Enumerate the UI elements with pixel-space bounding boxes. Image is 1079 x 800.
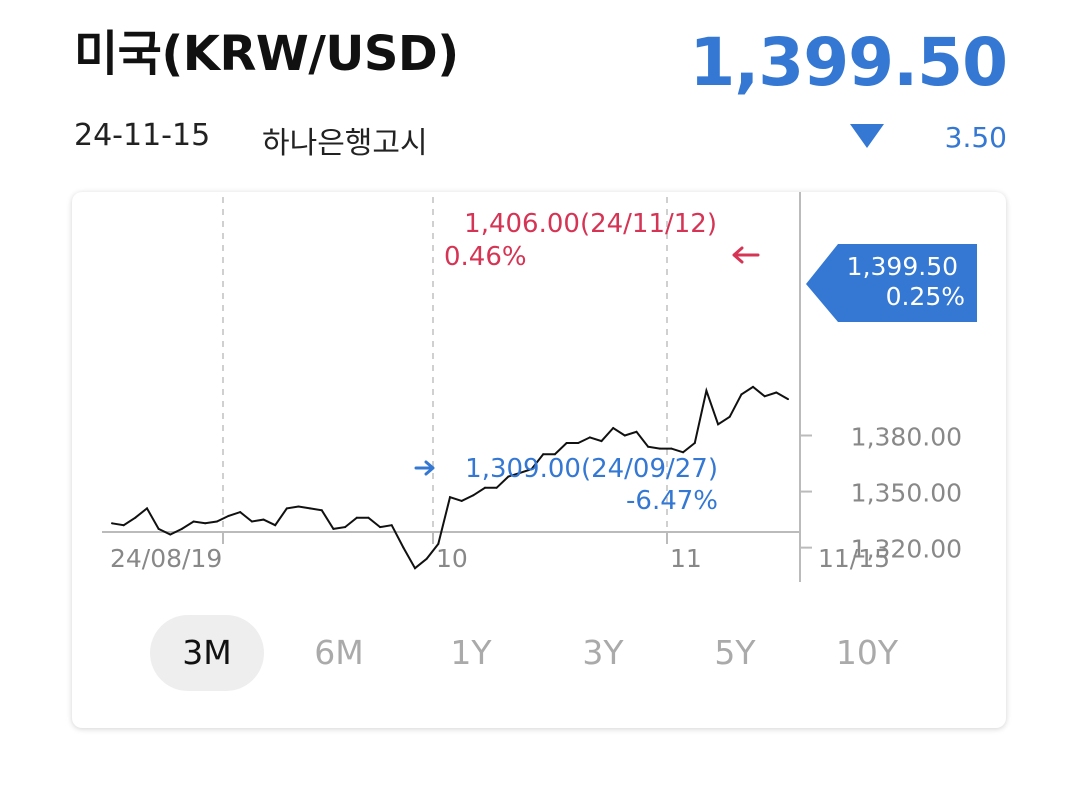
data-point: [542, 453, 545, 456]
data-point: [565, 442, 568, 444]
data-point: [250, 520, 253, 523]
y-tick-label: 1,380.00: [851, 423, 962, 452]
data-point: [402, 546, 405, 549]
current-price-label: 1,399.50: [847, 252, 958, 281]
max-pct-label: 0.46%: [444, 242, 527, 272]
min-arrow-icon: [414, 460, 435, 476]
data-point: [507, 475, 510, 478]
chart-grid: [222, 197, 668, 532]
data-point: [146, 507, 148, 510]
data-point: [344, 526, 347, 529]
data-point: [414, 567, 416, 570]
data-point: [717, 423, 720, 426]
data-point: [728, 415, 731, 418]
y-tick-label: 1,350.00: [851, 479, 962, 508]
data-point: [693, 442, 696, 444]
data-point: [204, 522, 207, 525]
period-button-10y[interactable]: 10Y: [835, 633, 899, 672]
data-point: [320, 509, 323, 512]
period-button-5y[interactable]: 5Y: [714, 633, 756, 672]
data-point: [239, 511, 242, 514]
chart-axes: [102, 192, 812, 582]
data-point: [553, 453, 556, 456]
data-point: [180, 527, 183, 530]
data-point: [787, 398, 789, 401]
data-point: [437, 542, 440, 545]
y-tick-label: 1,320.00: [851, 535, 962, 564]
data-point: [600, 440, 603, 443]
data-point: [134, 516, 137, 519]
price-change: 3.50: [944, 121, 1007, 154]
current-price-flag: [806, 244, 977, 322]
data-point: [775, 391, 778, 394]
data-point: [192, 520, 195, 523]
data-point: [449, 496, 451, 499]
data-point: [612, 427, 615, 429]
data-point: [705, 389, 708, 392]
chart-card: 1,320.00 1,350.00 1,380.00 24/08/19 10 11 11/1…: [72, 192, 1006, 728]
data-point: [297, 505, 300, 508]
data-point: [122, 524, 125, 527]
data-point: [588, 436, 591, 439]
period-button-1y[interactable]: 1Y: [450, 633, 492, 672]
data-point: [472, 494, 475, 497]
exchange-rate-chart[interactable]: 1,320.00 1,350.00 1,380.00 24/08/19 10 11 11/1…: [72, 192, 1006, 592]
data-point: [518, 471, 521, 474]
data-point: [285, 507, 288, 510]
data-point: [379, 526, 382, 529]
data-point: [763, 395, 766, 398]
quote-source: 하나은행고시: [262, 126, 428, 161]
data-point: [752, 385, 754, 388]
data-point: [670, 447, 673, 450]
data-point: [169, 533, 172, 536]
data-point: [484, 486, 486, 489]
down-triangle-icon: [850, 124, 884, 148]
data-point: [215, 520, 218, 523]
data-point: [682, 451, 685, 454]
data-point: [530, 468, 533, 471]
data-point: [355, 516, 358, 519]
period-selector: 3M 6M 1Y 3Y 5Y 10Y: [150, 615, 950, 691]
quote-date: 24-11-15: [74, 118, 211, 153]
data-point: [658, 447, 661, 450]
current-pct-label: 0.25%: [886, 282, 965, 311]
data-point: [367, 516, 370, 519]
data-point: [425, 557, 428, 560]
currency-title: 미국(KRW/USD): [74, 26, 459, 82]
data-point: [227, 514, 230, 517]
data-point: [635, 430, 638, 433]
min-pct-label: -6.47%: [626, 486, 718, 516]
data-point: [262, 518, 265, 521]
data-point: [740, 393, 743, 396]
data-point: [460, 499, 463, 502]
max-arrow-icon: [732, 246, 760, 264]
data-point: [332, 527, 335, 530]
data-point: [647, 445, 650, 448]
period-button-3y[interactable]: 3Y: [582, 633, 624, 672]
x-tick-label: 11/15: [818, 544, 890, 573]
max-value-label: 1,406.00(24/11/12): [464, 209, 717, 239]
data-point: [390, 524, 393, 527]
period-button-6m[interactable]: 6M: [314, 633, 364, 672]
chart-tick-labels: 1,320.00 1,350.00 1,380.00 24/08/19 10 11 11/1…: [110, 423, 962, 573]
data-point: [309, 507, 312, 510]
data-point: [111, 522, 113, 525]
data-point: [577, 442, 580, 444]
chart-annotations: 1,406.00(24/11/12)0.46% 1,309.00(24/09/27…: [414, 209, 977, 516]
data-point: [623, 434, 626, 437]
period-button-3m[interactable]: 3M: [150, 615, 264, 691]
current-price: 1,399.50: [689, 24, 1008, 101]
data-point: [157, 527, 160, 530]
chart-series: [111, 385, 789, 570]
x-tick-label: 10: [436, 544, 468, 573]
min-value-label: 1,309.00(24/09/27): [465, 454, 718, 484]
x-tick-label: 24/08/19: [110, 544, 222, 573]
data-point: [274, 524, 277, 527]
x-tick-label: 11: [670, 544, 702, 573]
data-point: [495, 486, 498, 489]
